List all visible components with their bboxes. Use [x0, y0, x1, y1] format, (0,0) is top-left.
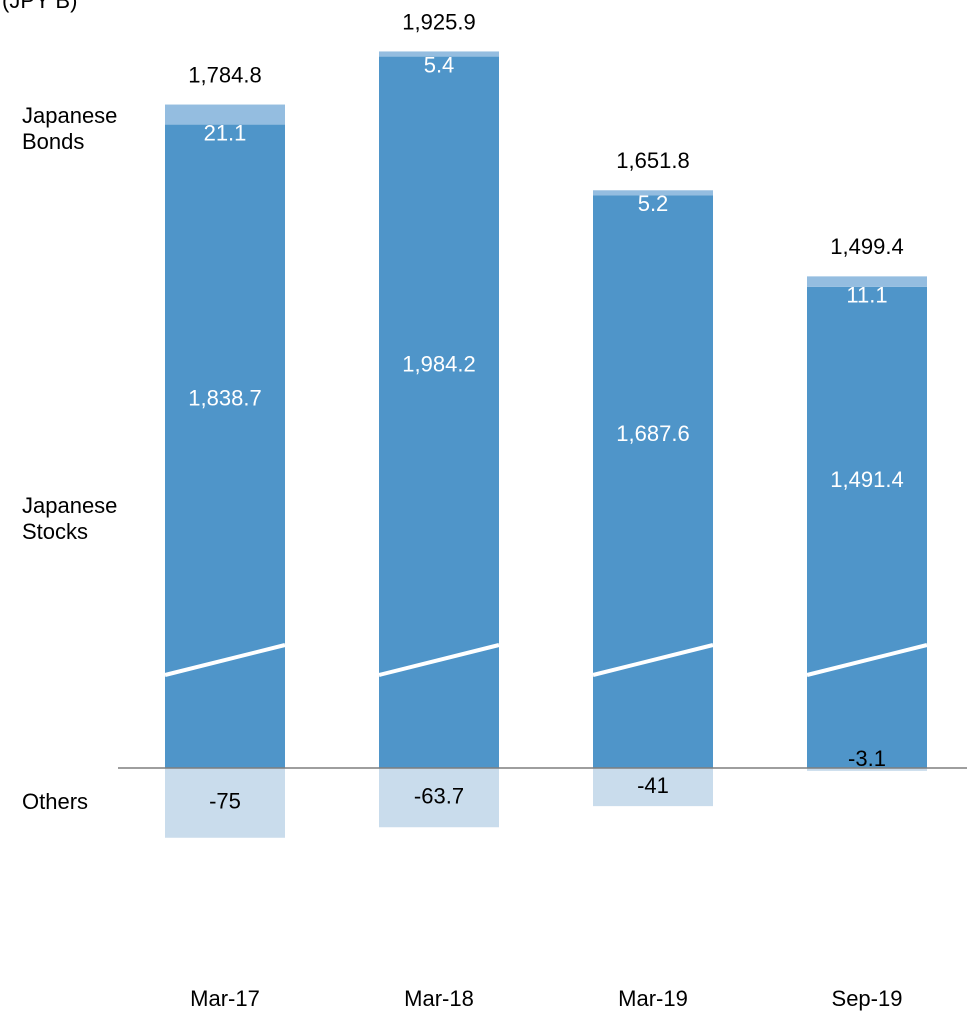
value-label: 1,838.7: [188, 386, 261, 411]
value-label: -41: [637, 773, 669, 798]
axis-break: [592, 643, 714, 677]
legend-others: Others: [22, 789, 89, 814]
x-tick-label: Mar-18: [404, 986, 474, 1011]
value-label: 1,491.4: [830, 467, 903, 492]
value-label: 11.1: [846, 283, 887, 308]
legend-bonds: Japanese Bonds: [22, 103, 118, 154]
total-label: 1,499.4: [830, 234, 903, 259]
total-label: 1,651.8: [616, 148, 689, 173]
axis-break: [806, 643, 928, 677]
legend-stocks: Japanese Stocks: [22, 493, 118, 544]
bar-segment: [379, 768, 499, 828]
bar-segment: [593, 195, 713, 768]
bar-segment: [807, 768, 927, 771]
value-label: -63.7: [414, 783, 464, 808]
bar-segment: [593, 768, 713, 807]
value-label: 5.4: [424, 52, 455, 77]
total-label: 1,784.8: [188, 62, 261, 87]
bar-segment: [165, 104, 285, 125]
value-label: 5.2: [638, 191, 669, 216]
value-label: -75: [209, 789, 241, 814]
value-label: 1,984.2: [402, 352, 475, 377]
axis-break: [164, 643, 286, 677]
unit-label: (JPY B): [2, 0, 77, 13]
bar-segment: [807, 276, 927, 287]
value-label: -3.1: [848, 746, 886, 771]
x-tick-label: Mar-17: [190, 986, 260, 1011]
bar-segment: [807, 286, 927, 768]
x-tick-label: Mar-19: [618, 986, 688, 1011]
bar-segment: [379, 51, 499, 57]
axis-break: [378, 643, 500, 677]
bar-segment: [165, 768, 285, 838]
bar-segment: [593, 190, 713, 196]
x-tick-label: Sep-19: [832, 986, 903, 1011]
value-label: 21.1: [204, 120, 247, 145]
total-label: 1,925.9: [402, 9, 475, 34]
value-label: 1,687.6: [616, 421, 689, 446]
